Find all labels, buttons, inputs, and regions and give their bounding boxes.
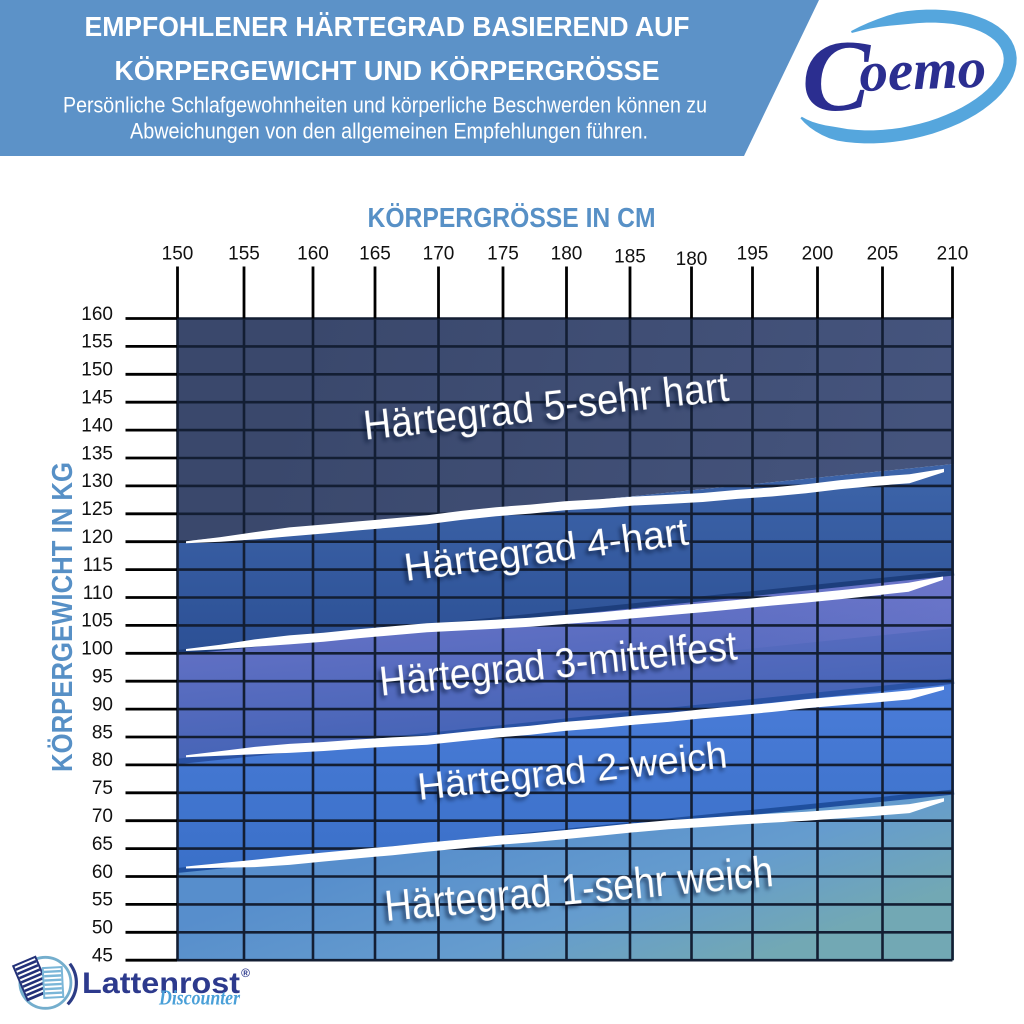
svg-text:125: 125: [81, 499, 113, 520]
svg-text:110: 110: [83, 583, 113, 604]
svg-text:150: 150: [81, 360, 113, 381]
svg-text:KÖRPERGEWICHT IN KG: KÖRPERGEWICHT IN KG: [46, 462, 79, 772]
svg-text:120: 120: [81, 527, 113, 548]
svg-text:160: 160: [297, 244, 329, 265]
svg-text:210: 210: [937, 244, 969, 265]
svg-text:160: 160: [81, 304, 113, 325]
svg-text:65: 65: [92, 834, 113, 855]
svg-text:200: 200: [802, 244, 834, 265]
svg-text:140: 140: [81, 415, 113, 436]
svg-text:170: 170: [423, 244, 455, 265]
svg-text:195: 195: [737, 244, 769, 265]
svg-text:75: 75: [92, 778, 113, 799]
svg-text:50: 50: [92, 918, 113, 939]
svg-text:145: 145: [81, 388, 113, 409]
svg-text:150: 150: [162, 244, 194, 265]
svg-text:Persönliche Schlafgewohnheiten: Persönliche Schlafgewohnheiten und körpe…: [63, 93, 707, 118]
svg-text:Abweichungen von den allgemein: Abweichungen von den allgemeinen Empfehl…: [130, 119, 648, 144]
svg-text:KÖRPERGEWICHT UND KÖRPERGRÖSSE: KÖRPERGEWICHT UND KÖRPERGRÖSSE: [115, 55, 660, 86]
svg-text:45: 45: [92, 946, 113, 967]
svg-text:®: ®: [241, 966, 250, 980]
svg-text:oemo: oemo: [858, 37, 987, 104]
svg-text:135: 135: [81, 443, 113, 464]
svg-text:130: 130: [81, 471, 113, 492]
svg-text:90: 90: [92, 694, 113, 715]
svg-text:185: 185: [614, 247, 646, 268]
svg-text:80: 80: [92, 750, 113, 771]
svg-text:180: 180: [676, 249, 708, 270]
svg-text:95: 95: [92, 667, 113, 688]
svg-text:EMPFOHLENER HÄRTEGRAD BASIEREN: EMPFOHLENER HÄRTEGRAD BASIEREND AUF: [85, 11, 690, 42]
svg-text:100: 100: [81, 639, 113, 660]
svg-text:Discounter: Discounter: [158, 986, 241, 1010]
svg-text:55: 55: [92, 890, 113, 911]
svg-text:155: 155: [81, 332, 113, 353]
svg-text:175: 175: [487, 244, 519, 265]
svg-text:155: 155: [228, 244, 260, 265]
svg-text:60: 60: [92, 862, 113, 883]
svg-text:KÖRPERGRÖSSE IN CM: KÖRPERGRÖSSE IN CM: [368, 202, 656, 233]
svg-text:115: 115: [83, 555, 113, 576]
svg-text:Lattenrost: Lattenrost: [82, 967, 240, 1000]
svg-text:105: 105: [81, 611, 113, 632]
svg-text:180: 180: [551, 244, 583, 265]
svg-text:C: C: [802, 20, 871, 133]
svg-text:70: 70: [92, 806, 113, 827]
svg-text:165: 165: [359, 244, 391, 265]
svg-text:85: 85: [92, 722, 113, 743]
svg-text:205: 205: [867, 244, 899, 265]
